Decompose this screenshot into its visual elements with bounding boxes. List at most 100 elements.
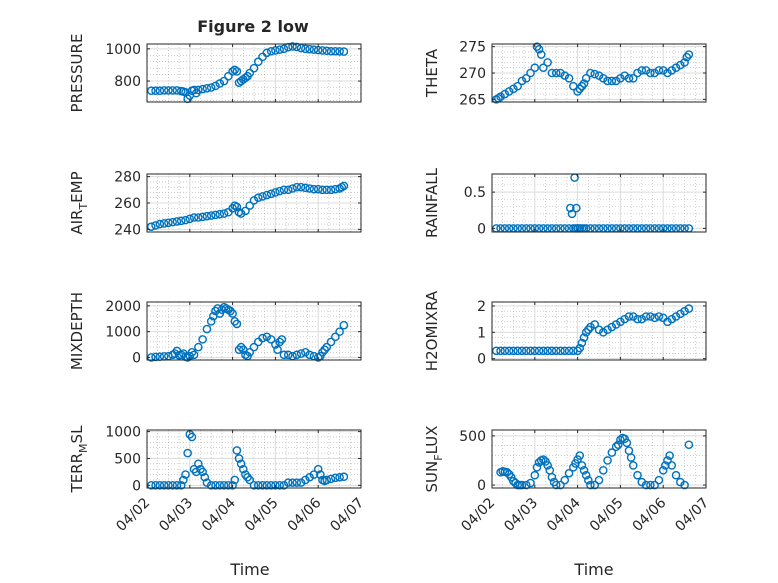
data-point (547, 68, 557, 78)
data-point (309, 184, 319, 194)
x-tick-label: 04/06 (630, 495, 670, 535)
data-point (194, 459, 203, 469)
data-point (339, 472, 349, 482)
data-point (236, 459, 246, 469)
data-point (164, 218, 173, 228)
data-point (577, 81, 587, 91)
data-point (517, 480, 527, 490)
data-point (159, 481, 169, 490)
data-point (236, 209, 246, 218)
data-point (234, 345, 244, 354)
data-point (262, 332, 272, 342)
data-point (684, 440, 694, 450)
y-tick-label: 1000 (105, 325, 141, 341)
data-point (502, 467, 512, 477)
data-point (573, 346, 582, 356)
data-point (513, 81, 522, 91)
data-point (326, 185, 336, 195)
data-point (309, 470, 319, 479)
data-point (598, 466, 608, 475)
data-point (249, 342, 259, 352)
data-point (266, 46, 276, 56)
data-point (650, 68, 659, 78)
data-point (551, 480, 561, 490)
data-point (275, 337, 284, 347)
x-axis-label-left: Time (229, 560, 269, 579)
y-axis-label: RAINFALL (423, 167, 441, 238)
data-point (326, 474, 336, 484)
data-point (206, 211, 216, 220)
data-point (339, 320, 349, 330)
data-point (607, 76, 617, 86)
data-point (339, 181, 349, 191)
axes-box (491, 429, 707, 489)
data-point (241, 73, 250, 83)
data-point (159, 219, 169, 228)
y-tick-label: 280 (114, 170, 141, 186)
data-point (556, 480, 565, 490)
y-tick-label: 1 (477, 325, 486, 341)
data-point (228, 67, 237, 76)
data-point (224, 71, 233, 81)
data-point (151, 86, 160, 96)
data-point (496, 346, 505, 356)
data-point (309, 45, 319, 54)
data-point (230, 65, 240, 75)
data-point (189, 350, 199, 360)
data-point (168, 86, 177, 95)
data-point (661, 461, 670, 470)
data-point (279, 481, 289, 490)
data-point (326, 46, 336, 56)
y-tick-label: 500 (459, 429, 486, 445)
data-point (322, 46, 332, 56)
data-point (616, 317, 625, 327)
x-axis-label-right: Time (573, 560, 613, 579)
data-point (646, 68, 655, 78)
data-point (191, 467, 201, 477)
data-point (521, 480, 531, 490)
data-point (279, 350, 289, 360)
data-point (331, 332, 340, 342)
data-point (534, 44, 544, 54)
data-point (146, 222, 156, 232)
data-point (521, 73, 531, 83)
data-point (611, 76, 621, 86)
data-point (206, 317, 216, 326)
data-point (680, 306, 689, 316)
data-point (245, 201, 255, 210)
data-point (564, 346, 574, 356)
data-point (258, 192, 267, 201)
data-point (628, 73, 638, 83)
data-point (172, 481, 182, 490)
y-tick-label: 0 (132, 478, 141, 494)
data-point (500, 346, 510, 356)
data-point (283, 350, 293, 360)
data-point (646, 480, 655, 490)
data-point (504, 346, 514, 356)
data-point (646, 312, 655, 321)
data-point (326, 337, 336, 347)
data-point (271, 481, 280, 490)
data-point (198, 335, 207, 344)
data-point (322, 185, 332, 195)
data-point (530, 346, 540, 356)
data-point (305, 472, 314, 482)
data-point (305, 44, 314, 54)
data-point (322, 475, 332, 485)
data-point (335, 47, 344, 56)
data-point (504, 87, 514, 96)
data-point (288, 42, 297, 51)
data-point (603, 76, 612, 86)
data-point (671, 63, 681, 73)
data-point (536, 50, 546, 59)
data-point (526, 68, 535, 78)
data-point (151, 481, 160, 490)
data-point (641, 480, 651, 490)
axes-box (146, 429, 362, 489)
data-point (575, 84, 585, 94)
data-point (176, 216, 186, 226)
data-point (624, 73, 634, 83)
y-tick-label: 0 (132, 350, 141, 366)
data-point (305, 350, 314, 360)
